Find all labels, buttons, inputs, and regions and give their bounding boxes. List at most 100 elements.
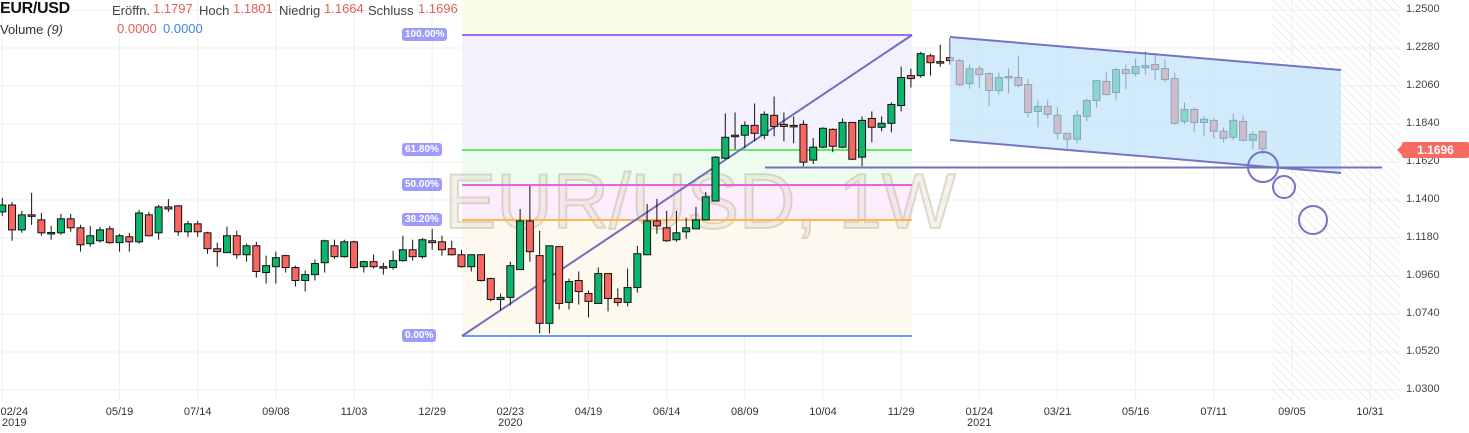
date-tick-label: 05/16 [1122, 407, 1150, 418]
candle-body [613, 297, 622, 303]
date-tick-text: 01/24 [965, 406, 994, 418]
candle [770, 96, 779, 137]
candle [203, 231, 212, 254]
candle-body [623, 287, 632, 303]
candle [271, 251, 280, 284]
candle [66, 213, 75, 232]
candle-body [662, 227, 671, 242]
candle [525, 186, 534, 262]
candle-body [183, 223, 192, 233]
candle [867, 111, 876, 143]
candle-body [789, 124, 798, 128]
price-tick-label: 1.1180 [1406, 231, 1439, 243]
candle-body [242, 245, 251, 256]
candle [281, 254, 290, 273]
candle [740, 121, 749, 149]
candle-body [135, 212, 144, 243]
candle-body [8, 204, 17, 231]
candle [682, 217, 691, 239]
candle [750, 103, 759, 142]
price-tick-label: 1.1620 [1406, 155, 1440, 167]
candle-body [643, 220, 652, 256]
date-tick-label: 05/19 [106, 407, 134, 418]
fibonacci-levels [461, 34, 913, 337]
date-tick-text: 08/09 [731, 406, 759, 418]
fib-label-100: 100.00% [402, 28, 448, 41]
candle-body [350, 241, 359, 269]
candle [906, 68, 915, 88]
candle [144, 211, 153, 237]
date-tick-text: 04/19 [574, 406, 603, 418]
candle [213, 242, 222, 267]
candle [633, 245, 642, 293]
circle-marker [1272, 175, 1296, 199]
symbol-title[interactable]: EUR/USD [0, 0, 70, 17]
candle [887, 102, 896, 133]
candle [652, 198, 661, 234]
candle [799, 120, 808, 167]
date-tick-label: 09/05 [1278, 407, 1306, 418]
candle [936, 44, 945, 67]
candle-body [437, 241, 446, 251]
candle [623, 268, 632, 307]
candle [731, 112, 740, 150]
date-tick-text: 07/14 [183, 406, 212, 418]
candle [369, 254, 378, 269]
candle-body [721, 136, 730, 159]
year-tick-text: 2019 [2, 417, 27, 429]
candle-body [594, 273, 603, 304]
candle-body [672, 232, 681, 241]
candle [340, 239, 349, 258]
candle-body [477, 254, 486, 281]
date-tick-text: 02/23 [496, 406, 525, 418]
candle-body [340, 241, 349, 258]
candle-body [770, 114, 779, 127]
price-tick-label: 1.1400 [1406, 193, 1440, 205]
candle-body [271, 257, 280, 268]
candle-body [203, 232, 212, 250]
volume-value-2: 0.0000 [163, 21, 203, 36]
candle-body [262, 265, 271, 274]
date-tick-text: 03/21 [1043, 406, 1072, 418]
volume-indicator-label[interactable]: Volume (9) [0, 22, 63, 37]
candle [818, 127, 827, 149]
candle-body [906, 75, 915, 80]
price-tick-label: 1.0740 [1406, 307, 1440, 319]
volume-param: (9) [47, 22, 63, 37]
candle-body [291, 267, 300, 281]
candle-body [525, 220, 534, 253]
candle [56, 213, 65, 235]
date-tick-text: 09/05 [1278, 406, 1306, 418]
candle [418, 237, 427, 259]
candle [848, 121, 857, 161]
candle-body [56, 218, 65, 234]
candle [809, 138, 818, 165]
candle-body [867, 117, 876, 128]
drawings [765, 36, 1382, 235]
candle-body [174, 205, 183, 233]
candle-body [926, 55, 935, 64]
candle [858, 116, 867, 167]
candle-body [379, 266, 388, 269]
trend-channel-fill [950, 37, 1341, 173]
candle [555, 246, 564, 310]
candle-body [496, 296, 505, 300]
candle [516, 208, 525, 271]
candle [613, 288, 622, 307]
price-tick-label: 1.2500 [1406, 3, 1440, 15]
candle-body [564, 281, 573, 303]
candle-body [545, 245, 554, 324]
candle-body [418, 239, 427, 258]
candle-body [691, 219, 700, 230]
candle-body [848, 121, 857, 160]
candle [320, 239, 329, 273]
date-tick-label: 09/08 [262, 407, 290, 418]
candle-body [731, 134, 740, 138]
circle-marker [1247, 151, 1279, 183]
open-value: 1.1797 [153, 1, 193, 16]
fib-label-0: 0.00% [402, 329, 437, 342]
channel-upper-line [949, 36, 1342, 71]
candle [86, 225, 95, 247]
candle [27, 192, 36, 225]
